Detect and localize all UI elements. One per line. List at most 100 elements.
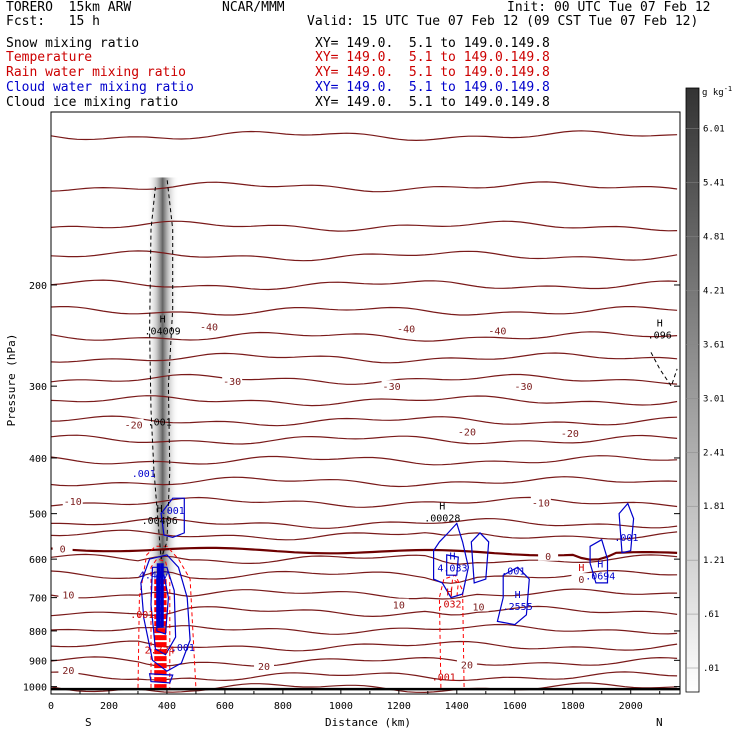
cloud-water-contour	[150, 566, 177, 656]
extrema-high-marker: H	[578, 563, 584, 574]
temperature-label-bg	[487, 324, 508, 336]
rain-contour	[450, 578, 459, 598]
temperature-label-bg	[222, 375, 243, 387]
colorbar-level-label: .01	[703, 664, 719, 674]
x-tick-label: 400	[158, 701, 176, 712]
x-axis-north-label: N	[656, 716, 663, 729]
y-tick-label: 500	[29, 510, 47, 521]
y-tick-label: 400	[29, 454, 47, 465]
y-tick-label: 200	[29, 281, 47, 292]
temperature-label: 10	[473, 602, 485, 613]
colorbar-level-label: 1.21	[703, 556, 725, 566]
colorbar-unit-exponent: -1	[724, 85, 732, 93]
temperature-label-bg	[456, 425, 477, 437]
cloud-water-contour	[160, 497, 185, 539]
extrema-value: .00406	[142, 516, 178, 527]
y-tick-label: 600	[29, 555, 47, 566]
temperature-label: 10	[393, 601, 405, 612]
extrema-labels: H.04009.001.001H.00406.0014.417.0012.734…	[130, 314, 671, 683]
extrema-value: .001	[614, 533, 638, 544]
cloud-ice-contour	[149, 177, 174, 560]
temperature-isotherm	[50, 181, 678, 193]
plot-frame	[50, 111, 681, 695]
temperature-label: 20	[461, 660, 473, 671]
center-title: NCAR/MMM	[222, 0, 285, 15]
temperature-label-bg	[52, 542, 73, 554]
extrema-value: .096	[648, 330, 672, 341]
y-tick-label: 300	[29, 382, 47, 393]
field-rain-label: Rain water mixing ratio	[6, 65, 187, 80]
cloud-water-contour	[140, 554, 191, 672]
temperature-isotherm	[50, 455, 678, 466]
forecast-hour: Fcst: 15 h	[6, 14, 100, 29]
temperature-isotherm	[50, 682, 678, 694]
colorbar-level-label: 4.21	[703, 287, 725, 297]
colorbar-level-label: 3.01	[703, 394, 725, 404]
x-tick-label: 600	[216, 701, 234, 712]
temperature-isotherm	[50, 331, 678, 342]
temperature-isotherm	[50, 496, 678, 508]
colorbar-level-label: .61	[703, 610, 719, 620]
temperature-labels: -40 -40 -40 -30 -30 -30 -20 -20 -20 -10 -10 0 0 0 10 10…	[52, 320, 592, 677]
valid-time: Valid: 15 UTC Tue 07 Feb 12 (09 CST Tue …	[307, 14, 699, 29]
extrema-high-marker: H	[657, 318, 663, 329]
x-tick-label: 1000	[329, 701, 353, 712]
snow-xy: XY= 149.0. 5.1 to 149.0.149.8	[315, 36, 550, 51]
temperature-isotherm	[50, 415, 678, 427]
colorbar-level-label: 3.61	[703, 340, 725, 350]
field-cloudwater-label: Cloud water mixing ratio	[6, 80, 194, 95]
cloud-water-contour	[496, 566, 530, 626]
temperature-label: -40	[488, 326, 506, 337]
temperature-label: -20	[458, 428, 476, 439]
temperature-label: -20	[125, 421, 143, 432]
y-tick-label: 700	[29, 594, 47, 605]
temperature-label-bg	[381, 380, 402, 392]
temperature-isotherm	[50, 279, 678, 291]
x-tick-label: 1800	[561, 701, 585, 712]
model-title: TORERO 15km ARW	[6, 0, 132, 15]
temperature-label: -30	[223, 377, 241, 388]
extrema-value: .2555	[503, 602, 533, 613]
cloud-water-contour	[589, 538, 609, 584]
rain-contour	[150, 558, 171, 688]
x-tick-label: 2000	[619, 701, 643, 712]
colorbar-unit-text: g kg	[702, 88, 724, 98]
colorbar-level-label: 2.41	[703, 448, 725, 458]
field-snow-label: Snow mixing ratio	[6, 36, 140, 51]
extrema-value: .032	[438, 599, 462, 610]
temperature-label: -30	[514, 382, 532, 393]
temperature-label: 0	[545, 552, 551, 563]
extrema-high-marker: H	[157, 504, 163, 515]
temperature-isotherm	[50, 529, 678, 541]
freezing-level-isotherm	[50, 546, 678, 561]
extrema-value: .001	[148, 417, 172, 428]
cloudwater-xy: XY= 149.0. 5.1 to 149.0.149.8	[315, 80, 550, 95]
extrema-value: .00028	[424, 514, 460, 525]
rain-xy: XY= 149.0. 5.1 to 149.0.149.8	[315, 65, 550, 80]
temperature-label: 10	[62, 591, 74, 602]
temperature-label-bg	[123, 418, 144, 430]
temperature-isotherm	[50, 588, 678, 600]
temperature-isotherm	[50, 130, 678, 142]
y-tick-label: 900	[29, 656, 47, 667]
extrema-value: .001	[432, 673, 456, 684]
temperature-label-bg	[198, 320, 219, 332]
colorbar-level-label: 6.01	[703, 125, 725, 135]
extrema-value: 4.033	[437, 563, 467, 574]
extrema-high-marker: H	[160, 314, 166, 325]
colorbar-level-label: 5.41	[703, 179, 725, 189]
extrema-value: .0694	[585, 571, 615, 582]
field-cloudice-label: Cloud ice mixing ratio	[6, 95, 179, 110]
cloud-water-contour	[618, 502, 635, 554]
extrema-high-marker: H	[439, 502, 445, 513]
temperature-label-bg	[530, 496, 551, 508]
temperature-label: -30	[383, 382, 401, 393]
extrema-high-marker: H	[515, 590, 521, 601]
y-tick-label: 1000	[23, 683, 47, 694]
cloud-water-contour	[446, 554, 459, 576]
x-axis: 0 200 400 600 800 1000 1200 1400 1600 1800 2000	[48, 688, 661, 712]
y-tick-label: 800	[29, 627, 47, 638]
extrema-value: .001	[501, 567, 525, 578]
